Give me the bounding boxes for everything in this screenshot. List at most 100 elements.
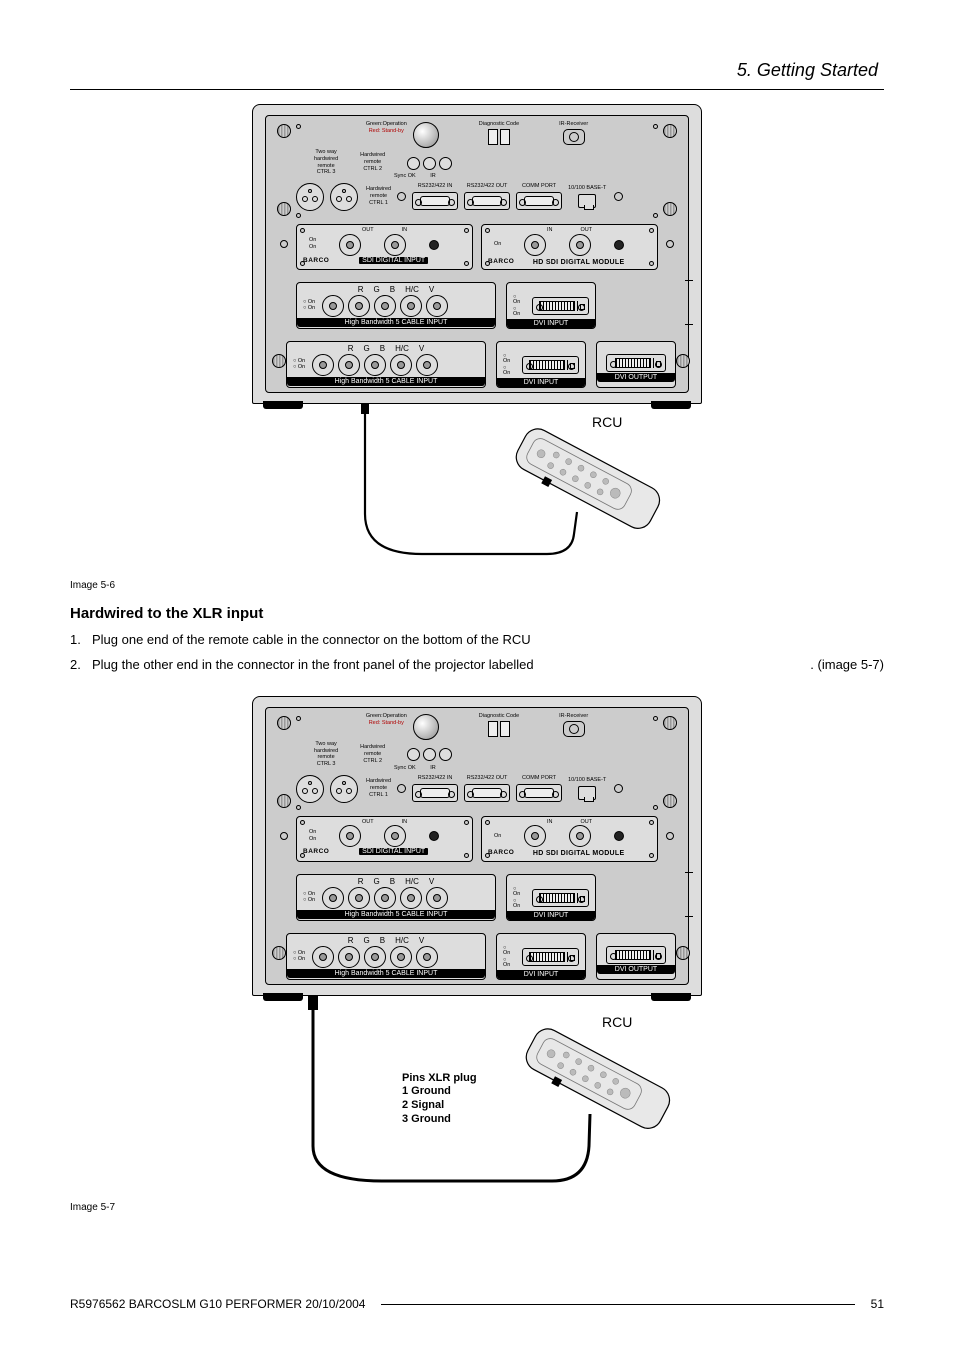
figure-5-7-caption: Image 5-7 — [70, 1202, 884, 1213]
bnc-g — [348, 887, 370, 909]
sync-ok-jack — [407, 748, 420, 761]
comm-port — [516, 784, 562, 802]
bnc-b — [374, 887, 396, 909]
ir-receiver-label: IR-Receiver — [559, 714, 588, 720]
step-2: 2. Plug the other end in the connector i… — [70, 657, 884, 672]
bnc-b — [374, 295, 396, 317]
sdi-out-bnc — [339, 234, 361, 256]
ethernet-port — [578, 786, 596, 800]
dvi-out-port — [606, 946, 666, 964]
rcu-connection-diagram-2: RCU Pins XLR plug 1 Ground 2 Signal 3 Gr… — [252, 996, 702, 1196]
rcu-label: RCU — [592, 414, 622, 430]
step-1: 1. Plug one end of the remote cable in t… — [70, 632, 884, 647]
sdi-signal-led — [429, 831, 439, 841]
sdi-in-bnc — [384, 825, 406, 847]
footer-rule — [381, 1304, 854, 1305]
ir-receiver-icon — [563, 129, 585, 145]
figure-5-6-caption: Image 5-6 — [70, 580, 884, 591]
chapter-title: 5. Getting Started — [70, 60, 884, 81]
ir-jack — [439, 157, 452, 170]
led-red-label: Red: Stand-by — [369, 721, 404, 727]
led-red-label: Red: Stand-by — [369, 129, 404, 135]
header-rule — [70, 89, 884, 90]
hdsdi-in-bnc — [524, 234, 546, 256]
bnc-hc — [400, 887, 422, 909]
dvi-in-slot-2: OnOn DVI INPUT — [496, 933, 586, 980]
diagnostic-label: Diagnostic Code — [479, 714, 519, 720]
five-cable-slot-1: R G B H/C V OnOn — [296, 282, 496, 329]
led-green-label: Green:Operation — [366, 714, 407, 720]
step-2-number: 2. — [70, 657, 86, 672]
rcu-label-2: RCU — [602, 1014, 632, 1030]
brand-label: BARCO — [303, 848, 329, 855]
bnc-v — [426, 295, 448, 317]
xlr-ctrl3-port — [296, 183, 324, 211]
dvi-out-label: DVI OUTPUT — [597, 965, 675, 974]
eth-led — [614, 192, 623, 201]
bnc-g — [348, 295, 370, 317]
dvi-in-label: DVI INPUT — [507, 319, 595, 328]
ir-jack — [439, 748, 452, 761]
led-green-label: Green:Operation — [366, 122, 407, 128]
bnc-r — [322, 887, 344, 909]
hdsdi-slot-label: HD SDI DIGITAL MODULE — [533, 259, 625, 266]
sync-jack — [423, 748, 436, 761]
ir-receiver-label: IR-Receiver — [559, 122, 588, 128]
cable-and-rcu-svg — [252, 404, 702, 574]
step-2-ref: . (image 5-7) — [810, 657, 884, 672]
cable-and-rcu-svg-2 — [252, 996, 702, 1196]
dvi-out-slot: DVI OUTPUT — [596, 933, 676, 980]
hdsdi-in-bnc — [524, 825, 546, 847]
bnc-hc — [400, 295, 422, 317]
ctrl1-jack — [397, 784, 406, 793]
five-cable-label: High Bandwidth 5 CABLE INPUT — [297, 318, 495, 327]
status-led-dome — [413, 714, 439, 740]
eth-led — [614, 784, 623, 793]
comm-port — [516, 192, 562, 210]
ethernet-port — [578, 194, 596, 208]
xlr-ctrl2-port — [330, 775, 358, 803]
dvi-in-label: DVI INPUT — [507, 911, 595, 920]
section-title: Hardwired to the XLR input — [70, 605, 884, 622]
dvi-in-port — [532, 297, 589, 315]
footer-doc-id: R5976562 BARCOSLM G10 PERFORMER 20/10/20… — [70, 1297, 365, 1311]
projector-front-panel: Green:Operation Red: Stand-by Diagnostic… — [252, 696, 702, 996]
bnc-v — [426, 887, 448, 909]
rcu-connection-diagram-1: RCU — [252, 404, 702, 574]
five-cable-slot-2: R G B H/C V OnOn — [286, 933, 486, 980]
rs232-in-port — [412, 784, 458, 802]
brand-label: BARCO — [303, 257, 329, 264]
rs232-in-port — [412, 192, 458, 210]
xlr-ctrl2-port — [330, 183, 358, 211]
sdi-slot-label: SDI DIGITAL INPUT — [359, 848, 428, 855]
sdi-out-bnc — [339, 825, 361, 847]
dvi-out-label: DVI OUTPUT — [597, 373, 675, 382]
step-2-text: Plug the other end in the connector in t… — [92, 657, 804, 672]
bnc-r — [322, 295, 344, 317]
five-cable-slot-2: R G B H/C V OnOn — [286, 341, 486, 388]
hdsdi-out-bnc — [569, 825, 591, 847]
sync-jack — [423, 157, 436, 170]
status-led-dome — [413, 122, 439, 148]
dvi-in-slot-2: OnOn DVI INPUT — [496, 341, 586, 388]
sdi-signal-led — [429, 240, 439, 250]
dvi-in-slot-1: OnOn DVI INPUT — [506, 874, 596, 921]
xlr-ctrl3-port — [296, 775, 324, 803]
five-cable-label: High Bandwidth 5 CABLE INPUT — [297, 910, 495, 919]
rs232-out-port — [464, 192, 510, 210]
dvi-in-slot-1: OnOn DVI INPUT — [506, 282, 596, 329]
page-footer: R5976562 BARCOSLM G10 PERFORMER 20/10/20… — [70, 1297, 884, 1311]
sdi-slot-label: SDI DIGITAL INPUT — [359, 257, 428, 264]
dvi-in-port — [532, 889, 589, 907]
projector-front-panel: Green:Operation Red: Stand-by Diagnostic… — [252, 104, 702, 404]
ir-receiver-icon — [563, 721, 585, 737]
footer-page-number: 51 — [871, 1297, 884, 1311]
hdsdi-out-bnc — [569, 234, 591, 256]
diagnostic-label: Diagnostic Code — [479, 122, 519, 128]
rs232-out-port — [464, 784, 510, 802]
step-1-text: Plug one end of the remote cable in the … — [92, 632, 884, 647]
xlr-pins-legend: Pins XLR plug 1 Ground 2 Signal 3 Ground — [402, 1072, 477, 1127]
figure-5-7: Green:Operation Red: Stand-by Diagnostic… — [70, 696, 884, 1196]
sdi-in-bnc — [384, 234, 406, 256]
diagnostic-code-icon — [488, 721, 510, 737]
